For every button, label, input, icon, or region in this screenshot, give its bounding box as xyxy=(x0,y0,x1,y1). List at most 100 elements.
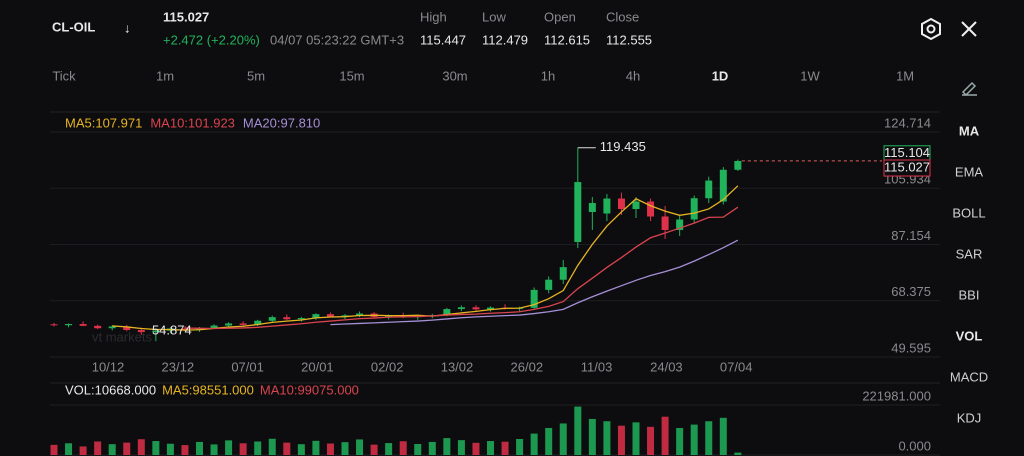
indicator-tab[interactable]: VOL xyxy=(956,328,983,343)
volume-bar xyxy=(283,442,291,455)
ma-legend: MA20:97.810 xyxy=(243,115,320,130)
volume-bar xyxy=(79,446,87,455)
stat-label: Close xyxy=(606,9,639,24)
timeframe-tab[interactable]: 15m xyxy=(339,68,364,83)
volume-bar xyxy=(399,441,407,455)
timeframe-tab[interactable]: 1h xyxy=(541,68,555,83)
volume-bar xyxy=(297,444,305,455)
volume-legend: MA5:98551.000 xyxy=(162,382,254,397)
indicator-tab[interactable]: EMA xyxy=(955,164,984,179)
price-box xyxy=(883,159,931,177)
stat-label: Open xyxy=(544,9,576,24)
symbol[interactable]: CL-OIL xyxy=(52,19,95,34)
candle-body xyxy=(530,289,538,308)
candle-body xyxy=(65,324,73,326)
x-tick-label: 20/01 xyxy=(301,359,334,374)
x-tick-label: 26/02 xyxy=(511,359,544,374)
volume-bar xyxy=(661,416,669,455)
volume-bar xyxy=(326,443,334,455)
volume-bar xyxy=(559,423,567,455)
candle-body xyxy=(254,320,262,325)
candle-body xyxy=(385,315,393,317)
indicator-tab[interactable]: BOLL xyxy=(952,205,985,220)
volume-bar xyxy=(239,443,247,455)
volume-bar xyxy=(225,440,233,455)
x-tick-label: 11/03 xyxy=(581,359,613,374)
candle-body xyxy=(487,307,494,310)
volume-bar xyxy=(487,441,494,455)
symbol-arrow[interactable]: ↓ xyxy=(124,20,131,35)
volume-bar xyxy=(137,439,145,455)
volume-bar xyxy=(647,426,655,455)
candle-body xyxy=(79,324,87,326)
volume-bar xyxy=(341,442,349,455)
candle-body xyxy=(312,314,320,319)
volume-bar xyxy=(690,424,698,455)
candle-body xyxy=(472,307,480,310)
volume-bar xyxy=(676,427,684,455)
y-tick-label: 87.154 xyxy=(891,228,931,243)
close-icon[interactable] xyxy=(961,21,977,37)
ma-legend: MA5:107.971 xyxy=(65,115,142,130)
volume-bar xyxy=(457,440,465,455)
volume-bar xyxy=(65,443,73,455)
volume-bar xyxy=(603,421,611,455)
volume-bar xyxy=(94,441,102,455)
candle-body xyxy=(443,309,451,316)
indicator-tab[interactable]: MA xyxy=(959,123,980,138)
volume-bar xyxy=(385,443,393,455)
candle-body xyxy=(705,180,713,199)
timeframe-tab[interactable]: 1W xyxy=(800,68,820,83)
volume-bar xyxy=(632,422,640,455)
price-tag: 115.027 xyxy=(884,159,930,174)
indicator-tab[interactable]: SAR xyxy=(956,246,983,261)
timeframe-tab[interactable]: 5m xyxy=(247,68,265,83)
volume-bar xyxy=(50,444,58,455)
volume-bar xyxy=(545,427,553,455)
candle-body xyxy=(297,318,305,320)
indicator-tab[interactable]: MACD xyxy=(950,369,988,384)
timeframe-tab[interactable]: 4h xyxy=(626,68,640,83)
timeframe-tab[interactable]: 1D xyxy=(712,68,729,83)
timeframe-tab[interactable]: 1M xyxy=(896,68,914,83)
candle-body xyxy=(210,325,218,328)
draw-icon[interactable] xyxy=(961,81,977,97)
volume-bar xyxy=(268,438,276,455)
candle-body xyxy=(326,314,334,317)
volume-bar xyxy=(501,441,509,455)
volume-bar xyxy=(530,433,538,455)
volume-bar xyxy=(210,444,218,455)
volume-bar xyxy=(181,445,189,455)
candle-body xyxy=(341,315,349,317)
candle-body xyxy=(152,330,160,333)
candle-body xyxy=(123,326,131,331)
timeframe-tab[interactable]: Tick xyxy=(52,68,76,83)
x-tick-label: 07/01 xyxy=(231,359,264,374)
ma-line xyxy=(330,239,739,326)
volume-legend: VOL:10668.000 xyxy=(65,382,156,397)
low-label: 54.874 xyxy=(152,323,192,338)
volume-bar xyxy=(719,417,727,455)
indicator-tab[interactable]: BBI xyxy=(959,287,980,302)
candle-body xyxy=(559,267,567,280)
price-tag: 115.104 xyxy=(884,145,930,160)
stat-value: 112.555 xyxy=(606,32,652,47)
candle-body xyxy=(181,328,189,330)
indicator-tab[interactable]: KDJ xyxy=(957,410,982,425)
candle-body xyxy=(632,201,640,210)
y-tick-label: 68.375 xyxy=(891,284,931,299)
stat-label: Low xyxy=(482,9,506,24)
y-tick-label: 0.000 xyxy=(898,438,931,453)
change: +2.472 (+2.20%) xyxy=(163,32,260,47)
settings-icon[interactable] xyxy=(921,17,941,41)
candle-body xyxy=(94,325,102,329)
x-tick-label: 24/03 xyxy=(650,359,683,374)
x-tick-label: 10/12 xyxy=(92,359,125,374)
timeframe-tab[interactable]: 1m xyxy=(156,68,174,83)
x-tick-label: 07/04 xyxy=(720,359,753,374)
timeframe-tab[interactable]: 30m xyxy=(442,68,467,83)
volume-bar xyxy=(108,444,116,455)
high-label: 119.435 xyxy=(600,139,646,154)
volume-bar xyxy=(574,406,582,455)
